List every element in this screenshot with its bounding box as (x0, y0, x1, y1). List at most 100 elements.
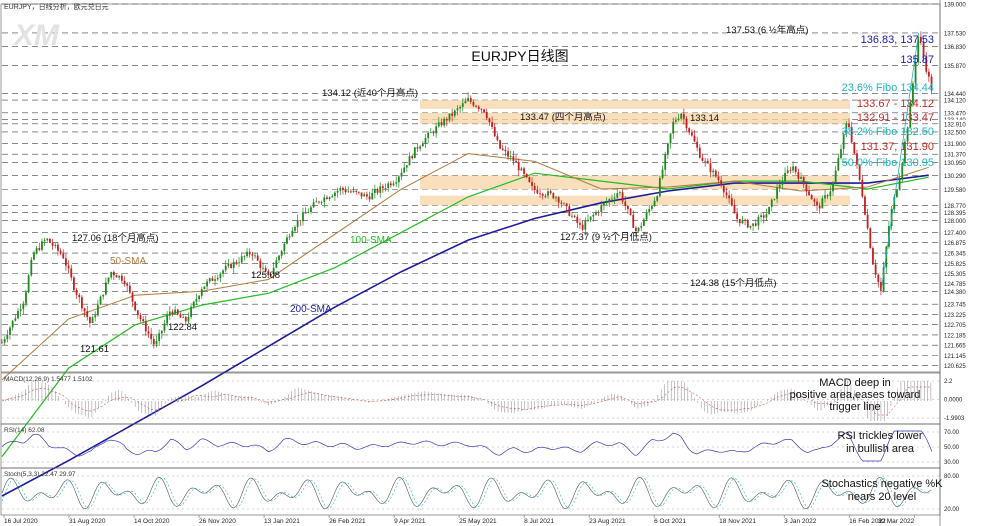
candle-body (901, 163, 904, 179)
candle-body (797, 172, 800, 179)
candle-body (347, 191, 350, 193)
candle-body (86, 311, 89, 318)
candle-body (485, 112, 488, 119)
candle-body (134, 301, 137, 311)
candle-body (829, 191, 832, 197)
rsi-tick-label: 70.00 (944, 430, 960, 436)
candle-body (608, 199, 611, 202)
price-annotation: 137.53 (6 ½年高点) (726, 24, 808, 36)
candle-body (714, 170, 717, 177)
candle-body (73, 277, 75, 291)
candle-body (472, 101, 475, 106)
candle-body (581, 224, 584, 230)
candle-body (877, 274, 880, 283)
price-tick-label: 137.530 (944, 31, 966, 37)
candle-body (816, 201, 818, 206)
candle-body (845, 123, 848, 134)
candle-body (656, 196, 659, 201)
candle-body (27, 275, 30, 293)
candle-body (648, 208, 651, 213)
candle-body (624, 201, 627, 206)
candle-body (419, 146, 422, 149)
candle-body (251, 254, 254, 256)
candle-body (355, 190, 358, 192)
stoch-k-line (1, 476, 932, 510)
candle-body (334, 192, 336, 197)
candle-body (848, 123, 850, 128)
candle-body (19, 309, 22, 311)
candle-body (493, 126, 496, 137)
candle-body (110, 271, 113, 278)
candle-body (752, 223, 755, 226)
candle-body (456, 108, 459, 111)
candle-body (563, 203, 565, 205)
candle-body (722, 185, 725, 193)
candles (1, 31, 933, 349)
candle-body (509, 156, 512, 157)
price-tick-bg (941, 341, 998, 350)
candle-body (22, 303, 25, 310)
x-tick-label: 23 Aug 2021 (589, 518, 626, 525)
candle-body (579, 223, 581, 225)
candle-body (674, 120, 677, 122)
candle-body (568, 206, 571, 216)
candle-body (640, 225, 643, 228)
price-tick-bg (941, 201, 998, 210)
candle-body (736, 213, 739, 220)
candle-body (81, 297, 83, 309)
candle-body (480, 108, 483, 110)
candle-body (909, 103, 912, 128)
candle-body (896, 189, 898, 197)
level-label: 38.2% Fibo 132.50 (842, 126, 934, 138)
ma-label: 200-SMA (290, 304, 332, 315)
candle-body (25, 292, 27, 304)
price-annotation: 133.14 (690, 113, 719, 124)
x-tick-label: 14 Oct 2020 (134, 518, 170, 525)
candle-body (43, 240, 46, 242)
candle-body (259, 260, 262, 268)
price-tick-bg (941, 320, 998, 329)
candle-body (230, 263, 232, 268)
candle-body (246, 251, 248, 257)
chart-title: EURJPY日线图 (471, 48, 568, 64)
candle-body (200, 289, 203, 296)
candle-body (483, 109, 485, 113)
candle-body (365, 194, 368, 197)
price-tick-bg (941, 139, 998, 148)
candle-body (552, 193, 555, 199)
candle-body (9, 327, 11, 335)
candle-body (376, 189, 379, 193)
candle-body (539, 193, 541, 195)
price-tick-bg (941, 127, 998, 136)
candle-body (363, 194, 366, 197)
candle-body (898, 178, 901, 190)
candle-body (57, 244, 59, 251)
candle-body (435, 126, 438, 134)
candle-body (307, 212, 310, 213)
candle-body (925, 56, 928, 72)
candle-body (272, 267, 275, 275)
x-tick-label: 31 Aug 2020 (69, 518, 106, 525)
candle-body (904, 141, 906, 164)
candle-body (834, 170, 837, 183)
candle-body (840, 149, 842, 159)
candle-body (762, 215, 765, 218)
stoch-comment-line2: nears 20 level (848, 491, 917, 503)
candle-body (616, 193, 619, 198)
candle-body (869, 228, 872, 249)
candle-body (208, 278, 211, 282)
candle-body (637, 227, 640, 231)
candle-body (11, 320, 14, 328)
price-tick-bg (941, 208, 998, 217)
candle-body (83, 308, 86, 312)
candle-body (571, 215, 573, 217)
candle-body (778, 184, 781, 188)
candle-body (690, 132, 693, 136)
price-tick-bg (941, 300, 998, 309)
candle-body (352, 190, 355, 192)
candle-body (421, 143, 424, 147)
candle-body (587, 219, 589, 222)
price-tick-bg (941, 259, 998, 268)
candle-body (488, 118, 491, 123)
candle-body (789, 170, 792, 172)
